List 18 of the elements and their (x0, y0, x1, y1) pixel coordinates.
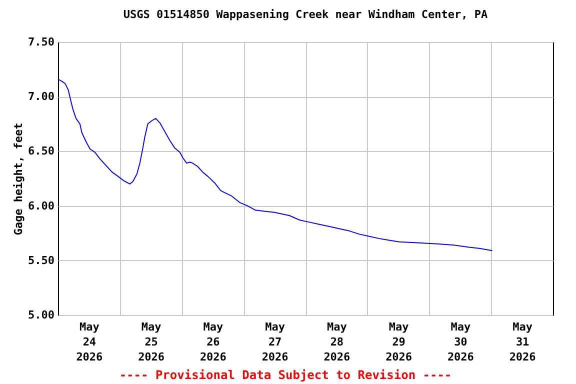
y-tick-label: 6.00 (28, 199, 54, 212)
x-tick-label: May 24 2026 (76, 320, 104, 364)
y-tick-label: 6.50 (28, 144, 54, 158)
x-tick-label: May 28 2026 (324, 320, 351, 364)
text: ---- Provisional Data Subject to Revision ---- (119, 368, 452, 382)
x-tick-label: May 31 2026 (509, 320, 536, 364)
line-series (58, 78, 493, 252)
x-tick-label: May 26 2026 (200, 320, 227, 364)
x-tick-label: May 30 2026 (447, 320, 474, 364)
chart-title: USGS 01514850 Wappasening Creek near Windham Center, PA (123, 8, 488, 21)
y-tick-label: 7.00 (28, 90, 54, 104)
x-tick-label: May 25 2026 (138, 320, 165, 364)
x-tick-label: May 29 2026 (386, 320, 412, 364)
y-tick-label: 5.00 (28, 308, 54, 322)
y-axis-title: Gage height, feet (12, 122, 26, 236)
y-tick-label: 5.50 (28, 254, 54, 267)
x-tick-label: May 27 2026 (262, 320, 289, 364)
y-tick-label: 7.50 (28, 36, 54, 48)
